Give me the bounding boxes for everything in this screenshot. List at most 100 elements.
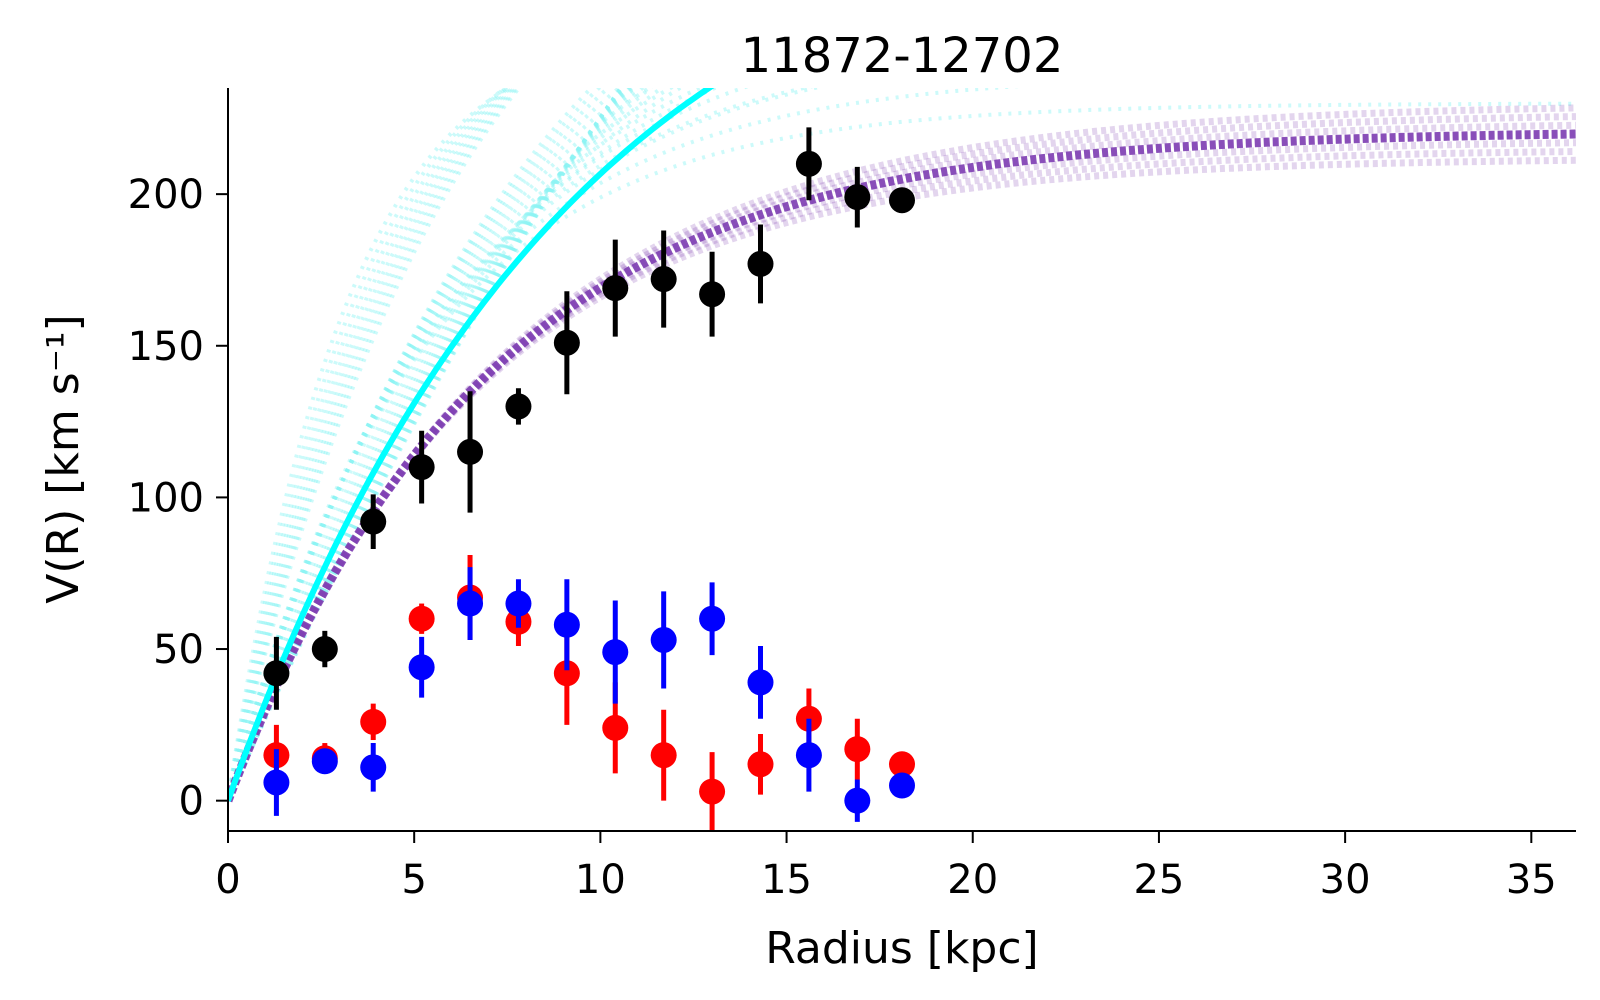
model-sample-curve-31	[228, 88, 612, 802]
point-blue-3	[408, 654, 435, 681]
point-red-7	[602, 714, 629, 741]
model-sample-curve-24	[228, 88, 825, 802]
model-sample-curve-32	[228, 88, 602, 802]
y-tick-label-2: 100	[128, 475, 204, 521]
x-tick-label-6: 30	[1320, 857, 1371, 903]
model-sample-curve-3	[228, 88, 665, 802]
model-sample-curve-15	[228, 88, 625, 802]
point-blue-13	[889, 772, 915, 799]
point-red-3	[408, 605, 435, 632]
point-black-9	[699, 281, 726, 308]
model-sample-curve-43	[228, 88, 522, 802]
x-tick-label-1: 5	[401, 857, 426, 903]
point-black-4	[457, 438, 484, 465]
x-tick-label-5: 25	[1133, 857, 1184, 903]
model-sample-curve-25	[228, 88, 749, 802]
model-sample-curve-33	[228, 88, 595, 802]
point-black-6	[553, 329, 580, 356]
model-sample-curve-4	[228, 88, 653, 802]
point-black-7	[602, 275, 629, 302]
model-sample-curve-40	[228, 88, 515, 802]
point-black-2	[360, 508, 387, 535]
y-tick-label-0: 0	[179, 779, 204, 825]
x-tick-label-0: 0	[215, 857, 240, 903]
model-sample-curve-42	[228, 88, 520, 802]
y-axis-ticks: 0 50 100 150 200	[128, 172, 228, 825]
model-sample-curve-39	[228, 88, 513, 802]
model-sample-curve-41	[228, 88, 518, 802]
point-blue-9	[699, 605, 726, 632]
point-blue-6	[553, 611, 580, 638]
point-red-2	[360, 708, 387, 735]
model-sample-curve-11	[228, 88, 629, 802]
y-tick-label-1: 50	[153, 627, 204, 673]
model-sample-curve-14	[228, 88, 626, 802]
model-sample-curve-38	[228, 88, 511, 802]
model-sample-curve-13	[228, 88, 627, 802]
y-tick-label-3: 150	[128, 324, 204, 370]
point-black-1	[311, 636, 338, 663]
point-black-8	[650, 266, 677, 293]
point-blue-12	[844, 787, 871, 814]
model-sample-curve-2	[228, 88, 684, 802]
posterior-median-curve	[228, 129, 1576, 803]
point-blue-1	[311, 748, 338, 775]
chart-title: 11872-12702	[741, 28, 1064, 84]
model-sample-curve-17	[228, 88, 624, 802]
x-tick-label-7: 35	[1506, 857, 1557, 903]
model-sample-curve-5	[228, 88, 646, 802]
model-sample-curve-16	[228, 88, 625, 802]
data-points	[263, 127, 915, 831]
model-sample-curve-30	[228, 88, 623, 802]
point-red-10	[747, 751, 774, 778]
point-black-12	[844, 184, 871, 211]
x-axis-label: Radius [kpc]	[765, 923, 1038, 974]
model-curves	[228, 88, 1576, 803]
model-sample-curve-34	[228, 88, 511, 802]
point-blue-8	[650, 626, 677, 653]
model-sample-curve-6	[228, 88, 641, 802]
model-sample-curve-8	[228, 88, 634, 802]
point-black-3	[408, 454, 435, 481]
point-blue-4	[457, 590, 484, 617]
point-blue-5	[505, 590, 532, 617]
model-sample-curve-37	[228, 88, 510, 802]
point-blue-10	[747, 669, 774, 696]
point-black-5	[505, 393, 532, 420]
model-sample-curve-1	[228, 88, 720, 802]
model-sample-curve-28	[228, 88, 653, 802]
model-sample-curve-27	[228, 88, 675, 802]
model-sample-curve-26	[228, 88, 705, 802]
point-blue-0	[263, 769, 290, 796]
x-axis-ticks: 0 5 10 15 20 25 30 35	[215, 831, 1557, 903]
model-sample-curve-9	[228, 88, 632, 802]
model-sample-curve-12	[228, 88, 627, 802]
point-black-0	[263, 660, 290, 687]
model-sample-curve-36	[228, 88, 509, 802]
point-red-6	[553, 660, 580, 687]
model-sample-curves	[228, 88, 1576, 802]
y-axis-label: V(R) [km s⁻¹]	[38, 314, 89, 603]
model-sample-curve-29	[228, 88, 636, 802]
model-sample-curve-20	[228, 88, 624, 802]
model-sample-curve-19	[228, 88, 624, 802]
point-blue-7	[602, 639, 629, 666]
model-sample-curve-10	[228, 88, 630, 802]
point-black-11	[795, 150, 822, 177]
point-black-10	[747, 250, 774, 277]
point-red-13	[889, 751, 915, 778]
point-black-13	[889, 187, 915, 214]
point-red-12	[844, 736, 871, 763]
model-sample-curve-18	[228, 88, 624, 802]
point-blue-2	[360, 754, 387, 781]
x-tick-label-4: 20	[947, 857, 998, 903]
point-red-9	[699, 778, 726, 805]
point-red-8	[650, 742, 677, 769]
best-fit-curve	[228, 88, 715, 802]
x-tick-label-3: 15	[761, 857, 812, 903]
model-sample-curve-22	[228, 101, 1576, 802]
x-tick-label-2: 10	[575, 857, 626, 903]
y-tick-label-4: 200	[128, 172, 204, 218]
model-sample-curve-35	[228, 88, 509, 802]
